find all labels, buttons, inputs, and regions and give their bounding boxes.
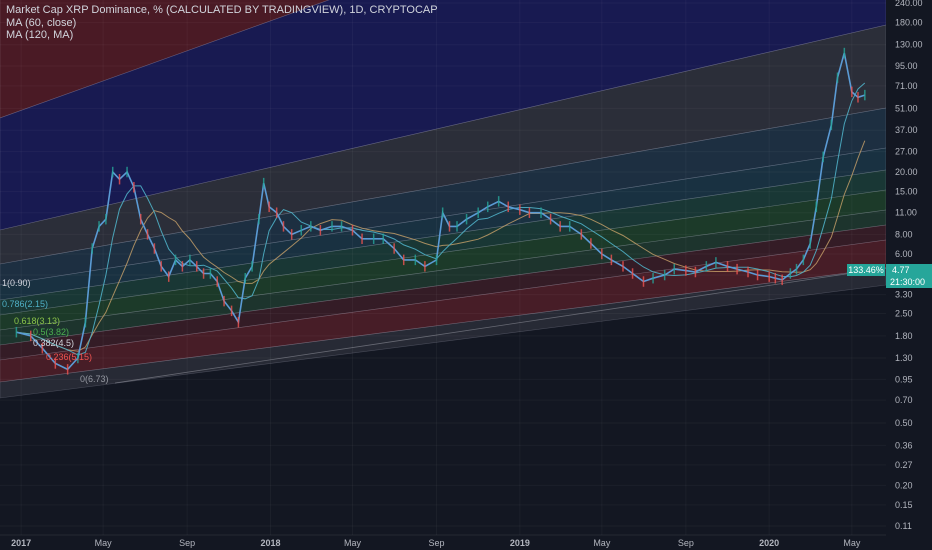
moving-average-lines (16, 82, 866, 356)
x-tick-label: May (344, 538, 362, 548)
fib-label: 0.236(5.15) (46, 352, 92, 362)
fib-level-labels: 1(0.90)0.786(2.15)0.618(3.13)0.5(3.82)0.… (2, 278, 109, 384)
ma60-legend: MA (60, close) (6, 16, 77, 29)
x-tick-label: Sep (678, 538, 694, 548)
ma60-line (16, 82, 866, 356)
y-tick-label: 0.70 (895, 395, 913, 405)
x-tick-label: Sep (429, 538, 445, 548)
x-tick-label: 2018 (260, 538, 280, 548)
y-tick-label: 95.00 (895, 61, 918, 71)
fib-label: 0.5(3.82) (33, 327, 69, 337)
y-tick-label: 71.00 (895, 81, 918, 91)
x-tick-label: May (593, 538, 611, 548)
y-tick-label: 130.00 (895, 40, 923, 50)
x-tick-label: Sep (179, 538, 195, 548)
price-line (16, 52, 866, 371)
ma120-legend: MA (120, MA) (6, 29, 74, 41)
y-tick-label: 0.36 (895, 440, 913, 450)
percent-change-tag: 133.46% (847, 264, 885, 276)
fib-label: 0.618(3.13) (14, 316, 60, 326)
chart-grid (0, 0, 886, 535)
y-tick-label: 51.00 (895, 103, 918, 113)
ma120-line (16, 140, 866, 352)
fib-label: 1(0.90) (2, 278, 31, 288)
bar-countdown-tag: 21:30:00 (886, 276, 932, 288)
chart-legend: Market Cap XRP Dominance, % (CALCULATED … (6, 4, 438, 42)
y-tick-label: 0.95 (895, 374, 913, 384)
y-tick-label: 0.50 (895, 418, 913, 428)
last-price-tag: 4.77 (886, 264, 932, 276)
y-tick-label: 27.00 (895, 147, 918, 157)
y-tick-label: 2.50 (895, 309, 913, 319)
fib-baseline (114, 267, 887, 384)
x-tick-label: May (95, 538, 113, 548)
time-axis-bg (0, 535, 932, 550)
price-series (15, 47, 866, 375)
y-tick-label: 0.11 (895, 521, 912, 531)
y-tick-label: 240.00 (895, 0, 923, 8)
y-tick-label: 180.00 (895, 18, 923, 28)
y-tick-label: 8.00 (895, 229, 913, 239)
y-tick-label: 15.00 (895, 187, 918, 197)
y-tick-label: 0.27 (895, 460, 913, 470)
fib-label: 0.382(4.5) (33, 338, 74, 348)
y-tick-label: 11.00 (895, 208, 917, 218)
fib-label: 0.786(2.15) (2, 299, 48, 309)
y-tick-label: 1.80 (895, 331, 913, 341)
y-tick-label: 3.30 (895, 290, 913, 300)
y-tick-label: 0.20 (895, 480, 913, 490)
fib-channel-bands (0, 0, 887, 399)
fib-label: 0(6.73) (80, 374, 109, 384)
y-tick-label: 6.00 (895, 249, 913, 259)
chart-title: Market Cap XRP Dominance, % (CALCULATED … (6, 4, 438, 16)
x-tick-label: May (843, 538, 861, 548)
time-axis[interactable]: 2017 May Sep 2018 May Sep 2019 May Sep 2020 May (0, 534, 932, 550)
x-tick-label: 2020 (759, 538, 779, 548)
y-tick-label: 1.30 (895, 353, 913, 363)
y-tick-label: 20.00 (895, 167, 918, 177)
y-tick-label: 37.00 (895, 125, 918, 135)
y-tick-label: 0.15 (895, 500, 913, 510)
x-tick-label: 2017 (11, 538, 31, 548)
x-tick-label: 2019 (510, 538, 530, 548)
